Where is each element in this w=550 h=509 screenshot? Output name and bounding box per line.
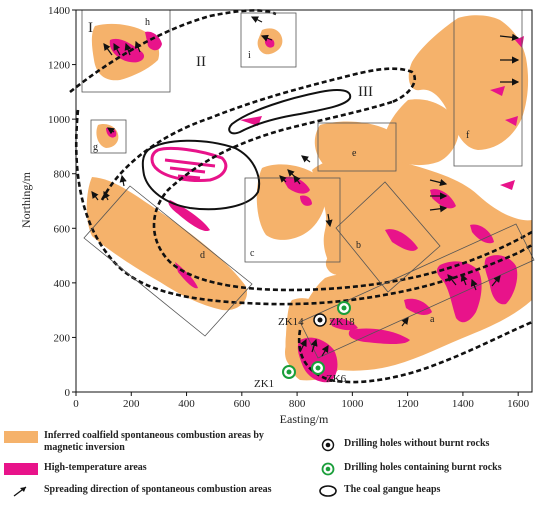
x-tick-label: 400	[178, 398, 195, 410]
legend-high-temp-label: High-temperature areas	[44, 462, 147, 473]
drillhole-no-burnt-icon	[321, 438, 335, 452]
x-tick-label: 1600	[507, 398, 530, 410]
drillhole-zk6-label: ZK6	[326, 373, 347, 385]
legend-burnt-label: Drilling holes containing burnt rocks	[344, 462, 502, 473]
legend-high-temp: High-temperature areas	[4, 462, 147, 476]
y-tick-label: 1000	[48, 114, 71, 126]
x-axis: 0 200 400 600 800 1000 1200 1400 1600	[73, 392, 530, 410]
drillhole-burnt-icon	[321, 462, 335, 476]
zone-label-3: III	[358, 84, 373, 100]
drillhole-zk6: ZK6	[311, 361, 347, 385]
legend-coalfield-label: Inferred coalfield spontaneous combustio…	[44, 430, 264, 453]
spreading-arrows	[91, 16, 520, 357]
y-tick-label: 200	[54, 332, 71, 344]
drillhole-zk18-label: ZK18	[329, 316, 355, 328]
x-tick-label: 0	[73, 398, 79, 410]
legend-spreading: Spreading direction of spontaneous combu…	[4, 484, 272, 498]
legend-no-burnt: Drilling holes without burnt rocks	[318, 438, 489, 452]
drillhole-zk1-label: ZK1	[254, 378, 274, 390]
coalfield-areas	[86, 15, 532, 381]
box-label-g: g	[93, 142, 98, 153]
box-label-f: f	[466, 130, 470, 141]
high-temperature-areas	[106, 31, 524, 383]
box-label-c: c	[250, 248, 255, 259]
box-label-i: i	[248, 50, 251, 61]
legend-heaps: The coal gangue heaps	[318, 484, 440, 498]
plot-frame	[75, 9, 533, 393]
y-tick-label: 1200	[48, 60, 71, 72]
box-label-a: a	[430, 314, 435, 325]
box-label-b: b	[356, 240, 361, 251]
y-tick-label: 800	[54, 169, 71, 181]
legend-no-burnt-label: Drilling holes without burnt rocks	[344, 438, 490, 449]
drillhole-zk18: ZK18	[329, 301, 355, 328]
drillhole-zk14-label: ZK14	[278, 316, 304, 328]
legend-burnt: Drilling holes containing burnt rocks	[318, 462, 502, 476]
x-tick-label: 200	[123, 398, 140, 410]
arrow-icon	[13, 486, 27, 497]
gangue-heap-icon	[319, 485, 337, 497]
box-label-d: d	[200, 250, 205, 261]
x-tick-label: 1200	[397, 398, 420, 410]
box-label-h: h	[145, 17, 150, 28]
y-tick-label: 400	[54, 278, 71, 290]
legend: Inferred coalfield spontaneous combustio…	[0, 428, 550, 509]
coal-gangue-heaps	[141, 89, 352, 211]
legend-heaps-label: The coal gangue heaps	[344, 484, 441, 495]
drillhole-zk14: ZK14	[278, 313, 327, 328]
zone-boundaries	[69, 9, 533, 384]
y-axis-label: Northing/m	[19, 171, 33, 228]
drillhole-zk1: ZK1	[254, 365, 296, 390]
coalfield-map: 0 200 400 600 800 1000 1200 1400 1600 0 200 400 600…	[19, 5, 535, 426]
box-label-e: e	[352, 148, 357, 159]
legend-spreading-label: Spreading direction of spontaneous combu…	[44, 484, 272, 495]
zone-label-2: II	[196, 54, 206, 70]
x-tick-label: 1000	[341, 398, 364, 410]
y-tick-label: 1400	[48, 5, 71, 17]
x-axis-label: Easting/m	[280, 412, 329, 426]
y-axis: 0 200 400 600 800 1000 1200 1400	[48, 5, 76, 399]
high-temp-swatch	[4, 463, 38, 475]
y-tick-label: 600	[54, 223, 71, 235]
coalfield-swatch	[4, 431, 38, 443]
x-tick-label: 600	[234, 398, 251, 410]
y-tick-label: 0	[65, 387, 71, 399]
x-tick-label: 1400	[452, 398, 475, 410]
legend-coalfield: Inferred coalfield spontaneous combustio…	[4, 430, 304, 454]
x-tick-label: 800	[289, 398, 306, 410]
zone-label-1: I	[88, 20, 93, 36]
